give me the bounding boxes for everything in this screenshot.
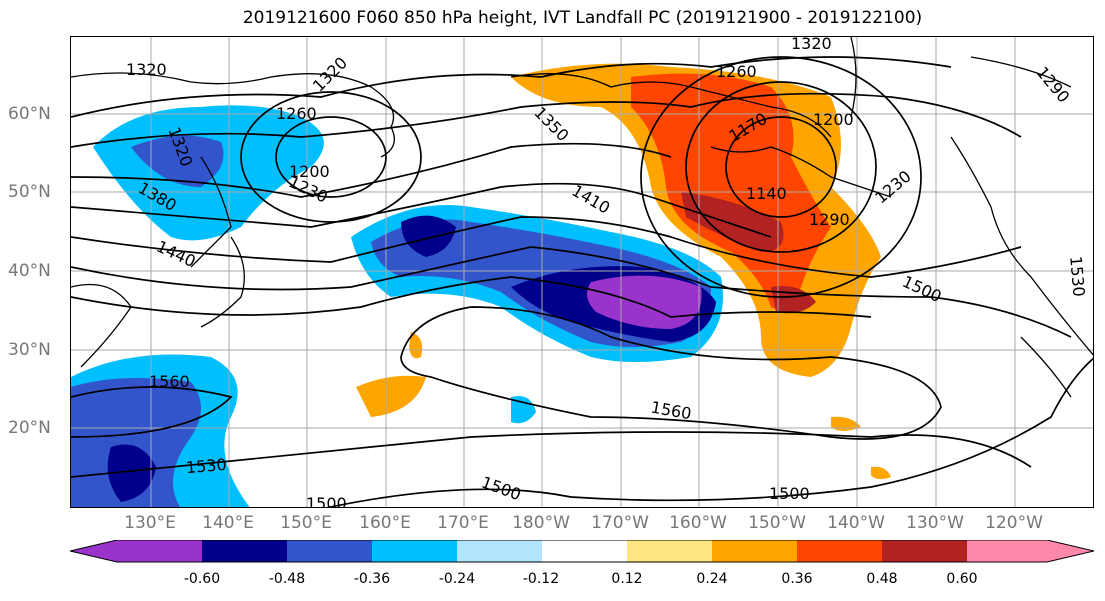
- lat-label-30n: 30°N: [8, 340, 51, 360]
- colorbar-tick: -0.60: [183, 571, 221, 587]
- lat-label-60n: 60°N: [8, 104, 51, 124]
- contour-label: 1530: [1066, 255, 1088, 297]
- lon-label-140e: 140°E: [202, 513, 254, 533]
- map-svg: 1320 1320 1320 1290 1260 1260 1200 1200 …: [71, 37, 1093, 508]
- contour-label: 1230: [871, 167, 914, 208]
- lat-label-20n: 20°N: [8, 418, 51, 438]
- colorbar-segment: [457, 540, 542, 562]
- colorbar-segment: [70, 540, 117, 562]
- contour-label: 1500: [769, 484, 810, 503]
- contour-label: 1320: [126, 60, 167, 79]
- colorbar: [70, 540, 1094, 563]
- lon-label-140w: 140°W: [827, 513, 885, 533]
- contour-label: 1440: [154, 237, 199, 271]
- contour-label: 1500: [899, 272, 944, 306]
- contour-label: 1200: [289, 162, 330, 181]
- lon-label-150w: 150°W: [748, 513, 806, 533]
- colorbar-segment: [797, 540, 882, 562]
- height-contours: [71, 56, 1093, 507]
- colorbar-tick: -0.24: [438, 571, 476, 587]
- colorbar-segment: [542, 540, 627, 562]
- colorbar-segment: [712, 540, 797, 562]
- lon-label-170w: 170°W: [591, 513, 649, 533]
- contour-label: 1500: [306, 494, 347, 508]
- colorbar-segment: [202, 540, 287, 562]
- colorbar-outline: [70, 540, 1094, 563]
- colorbar-segment: [967, 540, 1047, 562]
- lon-label-120w: 120°W: [985, 513, 1043, 533]
- colorbar-tick: 0.12: [611, 571, 643, 587]
- map-panel: 1320 1320 1320 1290 1260 1260 1200 1200 …: [70, 36, 1094, 508]
- colorbar-tick: 0.60: [946, 571, 978, 587]
- colorbar-segment: [287, 540, 372, 562]
- colorbar-tick: 0.24: [696, 571, 728, 587]
- lon-label-170e: 170°E: [437, 513, 489, 533]
- colorbar-tick: -0.48: [268, 571, 306, 587]
- colorbar-segment: [882, 540, 967, 562]
- lon-label-160e: 160°E: [359, 513, 411, 533]
- negative-ivt-shading: [71, 105, 723, 507]
- contour-label: 1140: [746, 184, 787, 203]
- contour-label: 1260: [716, 62, 757, 81]
- colorbar-tick: -0.12: [522, 571, 560, 587]
- contour-label: 1530: [185, 455, 227, 477]
- lon-label-180w: 180°W: [512, 513, 570, 533]
- lon-label-130e: 130°E: [124, 513, 176, 533]
- colorbar-segment: [1047, 540, 1094, 562]
- lon-label-150e: 150°E: [280, 513, 332, 533]
- colorbar-tick: 0.48: [866, 571, 898, 587]
- colorbar-segment: [627, 540, 712, 562]
- colorbar-segment: [372, 540, 457, 562]
- contour-label: 1560: [149, 372, 190, 391]
- contour-label: 1320: [309, 53, 351, 95]
- contour-label: 1260: [276, 104, 317, 123]
- contour-label: 1320: [791, 37, 832, 53]
- contour-label: 1200: [813, 110, 854, 129]
- contour-label: 1500: [479, 472, 524, 504]
- contour-label: 1290: [809, 210, 850, 229]
- colorbar-tick: -0.36: [353, 571, 391, 587]
- lat-label-40n: 40°N: [8, 261, 51, 281]
- colorbar-segment: [117, 540, 202, 562]
- lon-label-160w: 160°W: [669, 513, 727, 533]
- contour-label: 1350: [530, 103, 572, 145]
- map-title: 2019121600 F060 850 hPa height, IVT Land…: [242, 8, 923, 28]
- lon-label-130w: 130°W: [906, 513, 964, 533]
- colorbar-tick: 0.36: [781, 571, 813, 587]
- lat-label-50n: 50°N: [8, 182, 51, 202]
